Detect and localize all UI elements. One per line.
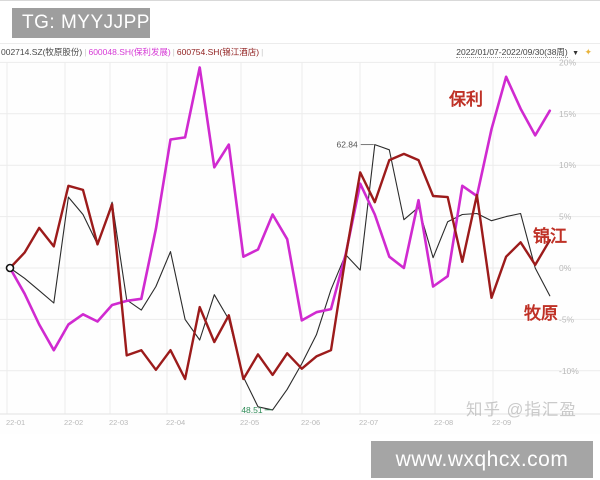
- price-annotation: 62.84: [336, 140, 358, 150]
- telegram-handle-badge: TG: MYYJJPP: [12, 8, 150, 38]
- stock-chart-panel: 002714.SZ(牧原股份) | 600048.SH(保利发展) | 600754.S…: [0, 43, 600, 434]
- series-line-600754.SH: [8, 152, 551, 381]
- legend-item-muyuan[interactable]: 002714.SZ(牧原股份): [1, 47, 83, 57]
- series-name-label: 保利: [448, 89, 483, 109]
- y-tick-label: 0%: [559, 263, 572, 273]
- legend-item-baoli[interactable]: 600048.SH(保利发展): [88, 47, 171, 57]
- y-tick-label: -10%: [559, 366, 579, 376]
- chart-legend: 002714.SZ(牧原股份) | 600048.SH(保利发展) | 600754.S…: [1, 46, 265, 58]
- series-start-marker: [5, 263, 15, 273]
- legend-separator: |: [172, 47, 175, 57]
- line-chart: 20% 15% 10% 5% 0% -5% -10% 22-01 22-02 22-03 22-04…: [0, 57, 600, 427]
- sparkle-icon[interactable]: ✦: [584, 47, 592, 57]
- x-tick-label: 22-05: [240, 418, 259, 427]
- period-range-label[interactable]: 2022/01/07-2022/09/30(38周): [456, 47, 568, 58]
- legend-separator: |: [84, 47, 87, 57]
- zhihu-watermark: 知乎 @指汇盈: [466, 401, 577, 419]
- website-badge: www.wxqhcx.com: [371, 441, 593, 478]
- x-tick-label: 22-06: [301, 418, 320, 427]
- y-tick-label: 10%: [559, 160, 576, 170]
- y-tick-label: 20%: [559, 57, 576, 67]
- series-name-label: 锦江: [533, 226, 567, 246]
- price-annotation: 48.51: [241, 405, 263, 415]
- x-tick-label: 22-02: [64, 418, 83, 427]
- x-tick-label: 22-01: [6, 418, 25, 427]
- series-line-002714.SZ: [9, 144, 551, 411]
- series-line-600048.SH: [8, 66, 552, 352]
- legend-item-jinjiang[interactable]: 600754.SH(锦江酒店): [176, 47, 260, 57]
- x-tick-label: 22-09: [492, 418, 511, 427]
- y-tick-label: -5%: [559, 314, 575, 324]
- period-selector[interactable]: 2022/01/07-2022/09/30(38周) ▼ ✦: [456, 46, 592, 58]
- series-name-label: 牧原: [524, 303, 558, 323]
- x-tick-label: 22-03: [109, 418, 128, 427]
- x-tick-label: 22-04: [166, 418, 185, 427]
- legend-separator: |: [261, 47, 264, 57]
- x-tick-label: 22-08: [434, 418, 453, 427]
- y-tick-label: 5%: [559, 212, 572, 222]
- y-tick-label: 15%: [559, 109, 576, 119]
- chevron-down-icon[interactable]: ▼: [572, 50, 580, 57]
- x-tick-label: 22-07: [359, 418, 378, 427]
